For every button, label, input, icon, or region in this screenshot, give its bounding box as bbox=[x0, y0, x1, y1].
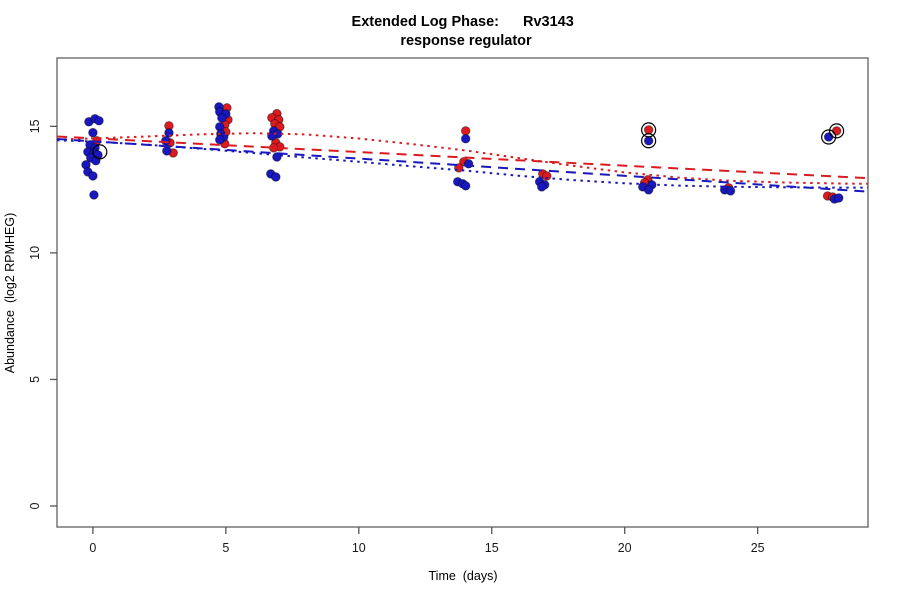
x-axis-label: Time (days) bbox=[429, 569, 498, 583]
red-replicate-point bbox=[643, 125, 654, 135]
y-tick-label: 10 bbox=[28, 246, 42, 260]
red-replicate-point bbox=[460, 126, 471, 136]
x-tick-label: 5 bbox=[222, 541, 229, 555]
blue-replicate-point bbox=[89, 190, 99, 200]
x-tick-label: 0 bbox=[89, 541, 96, 555]
x-tick-label: 20 bbox=[618, 541, 632, 555]
red-smooth-fit-line bbox=[56, 132, 869, 185]
blue-replicate-point bbox=[460, 133, 471, 144]
blue-replicate-point bbox=[643, 185, 654, 195]
outlier-ring bbox=[641, 122, 657, 138]
x-tick-label: 15 bbox=[485, 541, 499, 555]
blue-replicate-point bbox=[460, 181, 471, 191]
y-tick-label: 5 bbox=[28, 376, 42, 383]
chart-subtitle: response regulator bbox=[400, 33, 532, 49]
chart-title-gene: Rv3143 bbox=[523, 14, 574, 30]
blue-replicate-point bbox=[161, 136, 171, 146]
blue-replicate-point bbox=[834, 193, 844, 203]
x-tick-label: 25 bbox=[751, 541, 765, 555]
blue-replicate-point bbox=[214, 135, 225, 145]
blue-replicate-point bbox=[823, 132, 834, 142]
chart-title-left: Extended Log Phase: bbox=[352, 14, 499, 30]
y-axis-label: Abundance (log2 RPMHEG) bbox=[3, 213, 17, 374]
blue-replicate-point bbox=[271, 172, 281, 182]
x-tick-label: 10 bbox=[352, 541, 366, 555]
y-tick-label: 0 bbox=[28, 502, 42, 509]
outlier-ring bbox=[641, 133, 657, 149]
blue-replicate-point bbox=[536, 182, 547, 192]
blue-replicate-point bbox=[94, 116, 104, 126]
outlier-ring bbox=[92, 144, 108, 160]
plot-frame bbox=[56, 57, 869, 528]
red-replicate-point bbox=[268, 143, 279, 153]
blue-replicate-point bbox=[88, 127, 98, 138]
y-tick-label: 15 bbox=[28, 119, 42, 133]
blue-replicate-point bbox=[217, 113, 227, 123]
red-replicate-point bbox=[542, 171, 552, 181]
plot-area: 0 5 10 15 20 25 0 5 10 15 bbox=[28, 57, 869, 555]
outlier-ring bbox=[829, 123, 845, 139]
blue-replicate-point bbox=[88, 171, 98, 181]
red-replicate-point bbox=[831, 126, 842, 136]
outlier-ring bbox=[821, 129, 837, 145]
blue-smooth-fit-line bbox=[56, 139, 868, 189]
blue-replicate-point bbox=[725, 186, 736, 196]
blue-replicate-point bbox=[643, 136, 654, 146]
blue-replicate-point bbox=[162, 146, 172, 156]
